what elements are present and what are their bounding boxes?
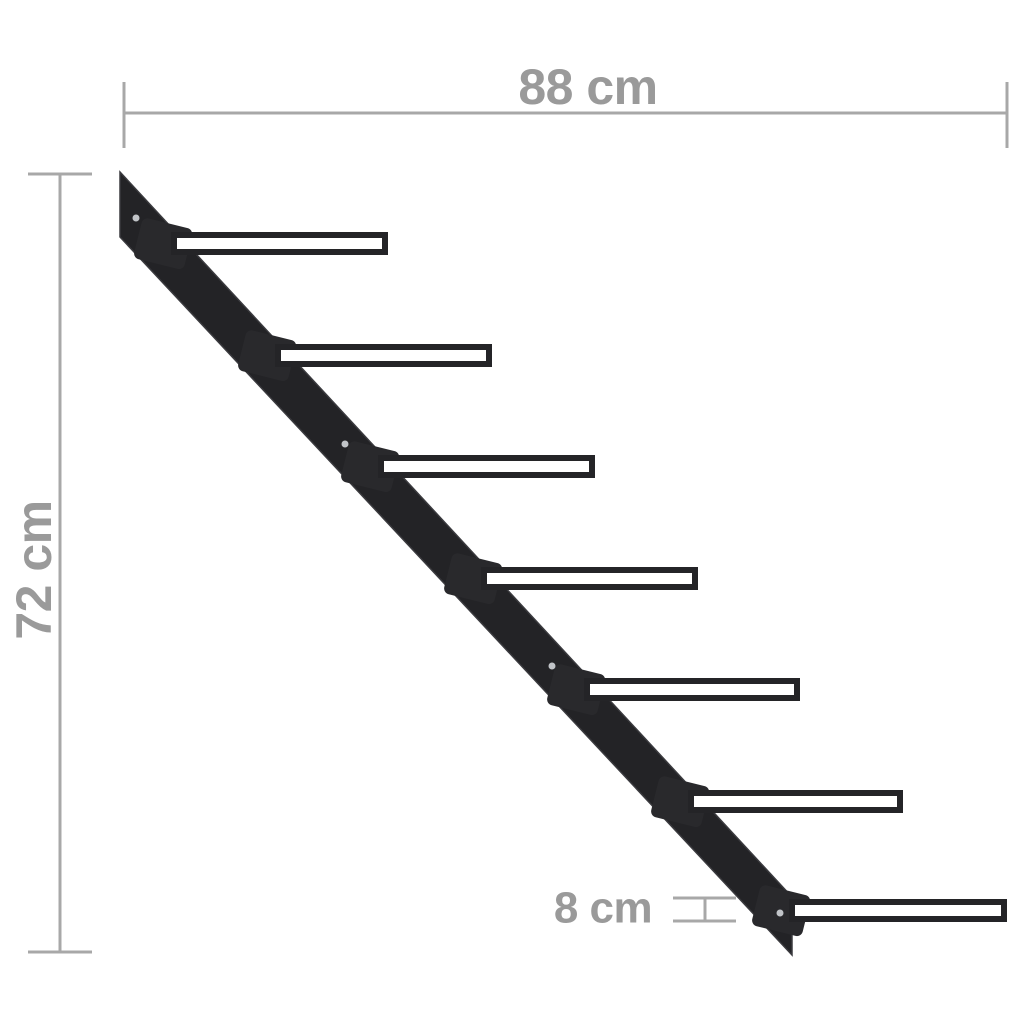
rack-layer (119, 170, 1007, 957)
arm-height-dimension-label: 8 cm (554, 884, 652, 933)
shelf-bracket-3 (341, 441, 400, 493)
shelf-bracket-5 (547, 664, 606, 716)
shelf-bracket-1 (134, 218, 193, 270)
mounting-screw-3 (548, 662, 556, 670)
shelf-bracket-6 (651, 776, 710, 828)
shelf-arm-3 (378, 455, 595, 478)
shelf-bracket-4 (444, 553, 503, 605)
mounting-screw-1 (132, 214, 140, 222)
shelf-arm-5 (584, 678, 800, 701)
shelf-arm-6 (688, 790, 903, 813)
shelf-bracket-2 (238, 330, 297, 382)
mounting-screw-4 (776, 909, 784, 917)
shelf-arm-2 (275, 344, 492, 367)
width-dimension-label: 88 cm (518, 59, 657, 115)
mounting-screw-2 (341, 440, 349, 448)
shelf-arm-4 (481, 567, 698, 590)
shelf-arm-7 (789, 899, 1007, 922)
shelf-arm-1 (171, 232, 388, 255)
dimension-lines-layer (28, 82, 1009, 954)
height-dimension-label: 72 cm (6, 500, 62, 639)
